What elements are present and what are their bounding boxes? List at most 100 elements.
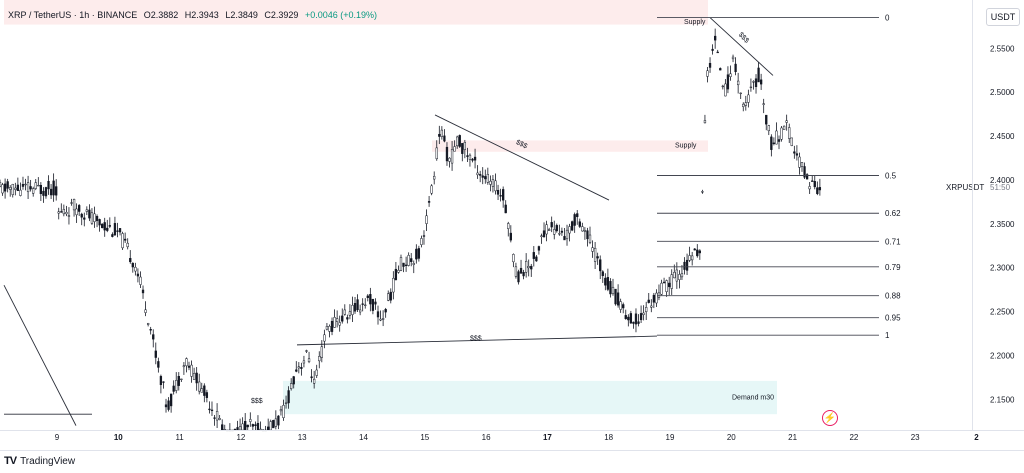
candle <box>693 248 696 251</box>
candle-body <box>550 222 553 228</box>
candle-body <box>458 135 461 147</box>
candle-body <box>44 187 48 197</box>
candle-body <box>693 248 696 251</box>
candle <box>78 204 81 216</box>
tradingview-logo[interactable]: TV TradingView <box>4 455 75 467</box>
candle-body <box>527 266 530 269</box>
candle <box>113 216 117 236</box>
fib-label: 0.5 <box>885 172 897 181</box>
candle <box>453 140 456 152</box>
candle <box>499 188 502 202</box>
candle-body <box>108 225 111 227</box>
candle <box>187 361 191 371</box>
candle-body <box>333 317 336 328</box>
candle-body <box>749 86 753 89</box>
candle <box>588 226 592 245</box>
candle-body <box>267 426 270 431</box>
candle <box>200 382 203 393</box>
candle <box>136 268 140 283</box>
candle <box>70 198 73 206</box>
candle-body <box>645 307 648 312</box>
candle <box>358 304 362 316</box>
candle-body <box>159 376 163 385</box>
candle <box>384 307 387 318</box>
candle-body <box>479 174 482 176</box>
candle-body <box>32 188 35 194</box>
candle <box>448 157 451 168</box>
candle-body <box>420 238 423 245</box>
candle-body <box>805 174 809 180</box>
candle <box>356 294 359 312</box>
candle-body <box>399 257 403 271</box>
candle-body <box>698 250 701 254</box>
candle-body <box>502 189 505 201</box>
candle <box>47 175 50 195</box>
candle <box>330 317 334 336</box>
candle <box>88 204 91 222</box>
candle <box>767 124 770 136</box>
candle-body <box>611 286 615 295</box>
candle <box>581 222 584 232</box>
candle <box>468 153 472 167</box>
symbol-title[interactable]: XRP / TetherUS · 1h · BINANCE <box>8 10 138 20</box>
candle <box>185 357 188 373</box>
candle-body <box>404 264 408 266</box>
candle-body <box>126 242 129 248</box>
candle <box>614 288 617 306</box>
candle <box>415 244 418 264</box>
candle-body <box>489 180 492 185</box>
candle-body <box>473 156 477 161</box>
candle <box>532 246 535 267</box>
candle-body <box>356 299 359 311</box>
candle <box>80 212 83 226</box>
fib-label: 0.62 <box>885 209 901 218</box>
candle-body <box>504 204 507 214</box>
candle-body <box>772 142 776 144</box>
time-axis: 9 10 11 12 13 14 15 16 17 18 19 20 21 22 23 2 <box>55 433 980 442</box>
candle <box>397 265 400 274</box>
candle <box>780 125 783 142</box>
candle-body <box>205 392 209 398</box>
candle <box>593 242 597 270</box>
candle <box>290 378 293 391</box>
candle-body <box>26 182 30 193</box>
candle-body <box>724 83 727 97</box>
supply-zone-mid <box>432 140 708 152</box>
candle <box>639 305 643 323</box>
candle <box>795 145 799 161</box>
currency-button[interactable]: USDT <box>986 8 1020 26</box>
lightning-icon[interactable]: ⚡ <box>822 410 838 426</box>
candle-body <box>517 271 520 283</box>
candle <box>583 227 587 240</box>
candle <box>277 415 280 430</box>
candle <box>49 184 53 199</box>
candle-body <box>269 421 272 431</box>
candle-body <box>486 174 489 183</box>
candle-body <box>113 223 117 236</box>
candle <box>450 141 454 171</box>
candle-body <box>616 292 620 306</box>
candle <box>254 421 257 430</box>
candle-body <box>381 318 385 320</box>
candle-body <box>254 424 257 427</box>
candle-body <box>519 267 523 274</box>
candle <box>37 177 40 187</box>
candle-body <box>162 381 165 383</box>
candle-body <box>798 156 801 168</box>
candle <box>680 264 684 281</box>
candle-body <box>141 289 145 294</box>
candle-body <box>129 258 132 263</box>
candle <box>461 143 464 162</box>
candle <box>103 217 106 237</box>
candle <box>622 302 625 314</box>
symbol-legend[interactable]: XRP / TetherUS · 1h · BINANCE O2.3882 H2… <box>8 10 381 20</box>
candle <box>16 177 20 192</box>
candle <box>754 74 758 94</box>
time-tick-label: 2 <box>974 433 979 442</box>
candle-body <box>320 346 323 358</box>
candle <box>476 165 479 179</box>
price-axis: 2.5500 2.5000 2.4500 2.4000 2.3500 2.3000 2.25… <box>946 44 1015 404</box>
candle-body <box>0 182 2 187</box>
candle <box>387 290 390 302</box>
